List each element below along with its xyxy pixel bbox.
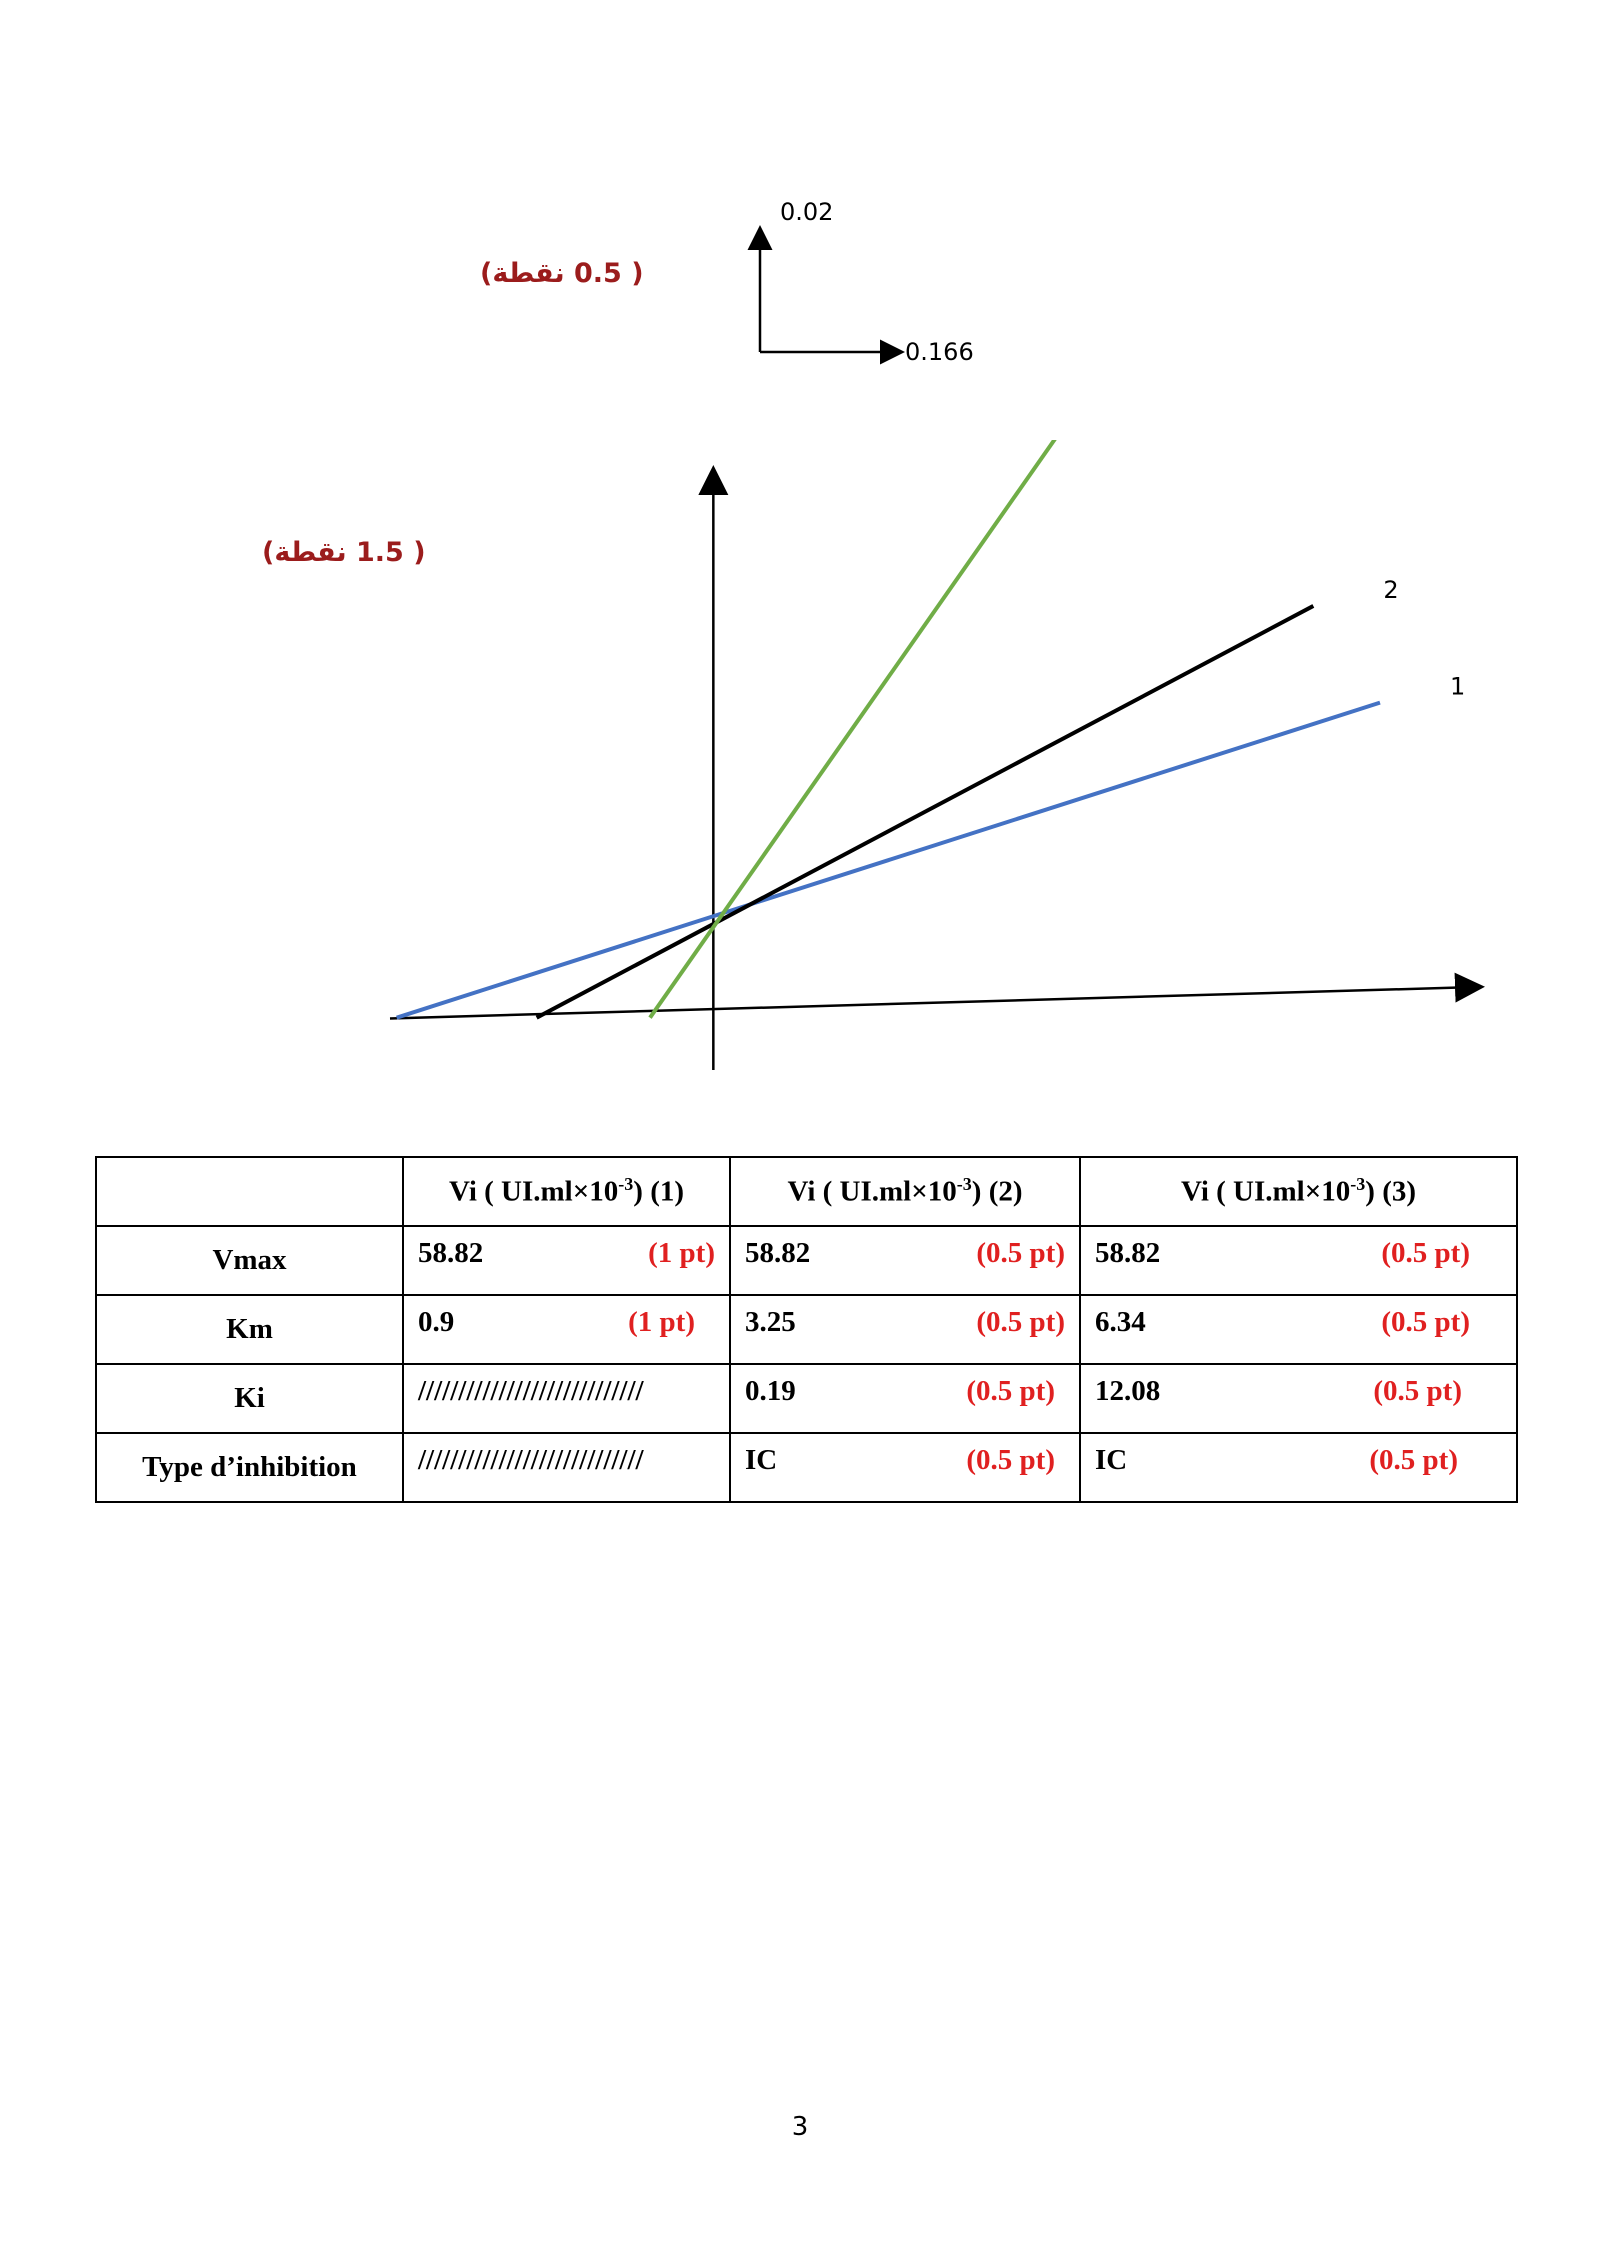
table-row: Vmax 58.82 (1 pt) 58.82 (0.5 pt) 58.82 (0.5… bbox=[95, 1225, 1518, 1296]
table-row: Type d’inhibition //////////////////////… bbox=[95, 1432, 1518, 1503]
series-line-2 bbox=[535, 604, 1315, 1020]
scale-y-unit: 0.02 bbox=[780, 198, 833, 226]
table-cell: 58.82 (1 pt) bbox=[402, 1225, 731, 1296]
scale-indicator: 0.02 0.166 bbox=[747, 198, 974, 366]
series-label-2: 2 bbox=[1383, 576, 1398, 604]
table-cell: //////////////////////////// bbox=[402, 1363, 731, 1434]
series-line-3 bbox=[648, 440, 1057, 1019]
table-header-1: Vi ( UI.ml×10-3) (1) bbox=[402, 1156, 731, 1227]
table-header-2: Vi ( UI.ml×10-3) (2) bbox=[729, 1156, 1081, 1227]
table-cell: 0.9 (1 pt) bbox=[402, 1294, 731, 1365]
row-label-vmax: Vmax bbox=[95, 1225, 404, 1296]
table-cell: 58.82 (0.5 pt) bbox=[729, 1225, 1081, 1296]
series-line-1 bbox=[396, 700, 1381, 1020]
lineweaver-burk-plot: 123 bbox=[389, 440, 1485, 1070]
table-cell: 0.19 (0.5 pt) bbox=[729, 1363, 1081, 1434]
page-number: 3 bbox=[791, 2112, 809, 2142]
table-header-empty bbox=[95, 1156, 404, 1227]
table-cell: 6.34 (0.5 pt) bbox=[1079, 1294, 1518, 1365]
row-label-ki: Ki bbox=[95, 1363, 404, 1434]
table-cell: IC (0.5 pt) bbox=[729, 1432, 1081, 1503]
table-cell: //////////////////////////// bbox=[402, 1432, 731, 1503]
series-label-1: 1 bbox=[1450, 673, 1465, 701]
series-layer: 123 bbox=[396, 440, 1465, 1020]
x-axis bbox=[389, 972, 1485, 1020]
table-cell: 12.08 (0.5 pt) bbox=[1079, 1363, 1518, 1434]
table-cell: IC (0.5 pt) bbox=[1079, 1432, 1518, 1503]
table-header-row: Vi ( UI.ml×10-3) (1) Vi ( UI.ml×10-3) (2… bbox=[95, 1156, 1518, 1227]
score-scale-label: ( 0.5 نقطة) bbox=[480, 258, 644, 289]
scale-x-unit: 0.166 bbox=[905, 338, 974, 366]
row-label-km: Km bbox=[95, 1294, 404, 1365]
score-graph-label: ( 1.5 نقطة) bbox=[262, 537, 426, 568]
table-header-3: Vi ( UI.ml×10-3) (3) bbox=[1079, 1156, 1518, 1227]
results-table: Vi ( UI.ml×10-3) (1) Vi ( UI.ml×10-3) (2… bbox=[95, 1156, 1518, 1503]
table-cell: 3.25 (0.5 pt) bbox=[729, 1294, 1081, 1365]
table-row: Ki //////////////////////////// 0.19 (0.5… bbox=[95, 1363, 1518, 1434]
row-label-type: Type d’inhibition bbox=[95, 1432, 404, 1503]
table-cell: 58.82 (0.5 pt) bbox=[1079, 1225, 1518, 1296]
table-row: Km 0.9 (1 pt) 3.25 (0.5 pt) 6.34 (0.5 pt) bbox=[95, 1294, 1518, 1365]
